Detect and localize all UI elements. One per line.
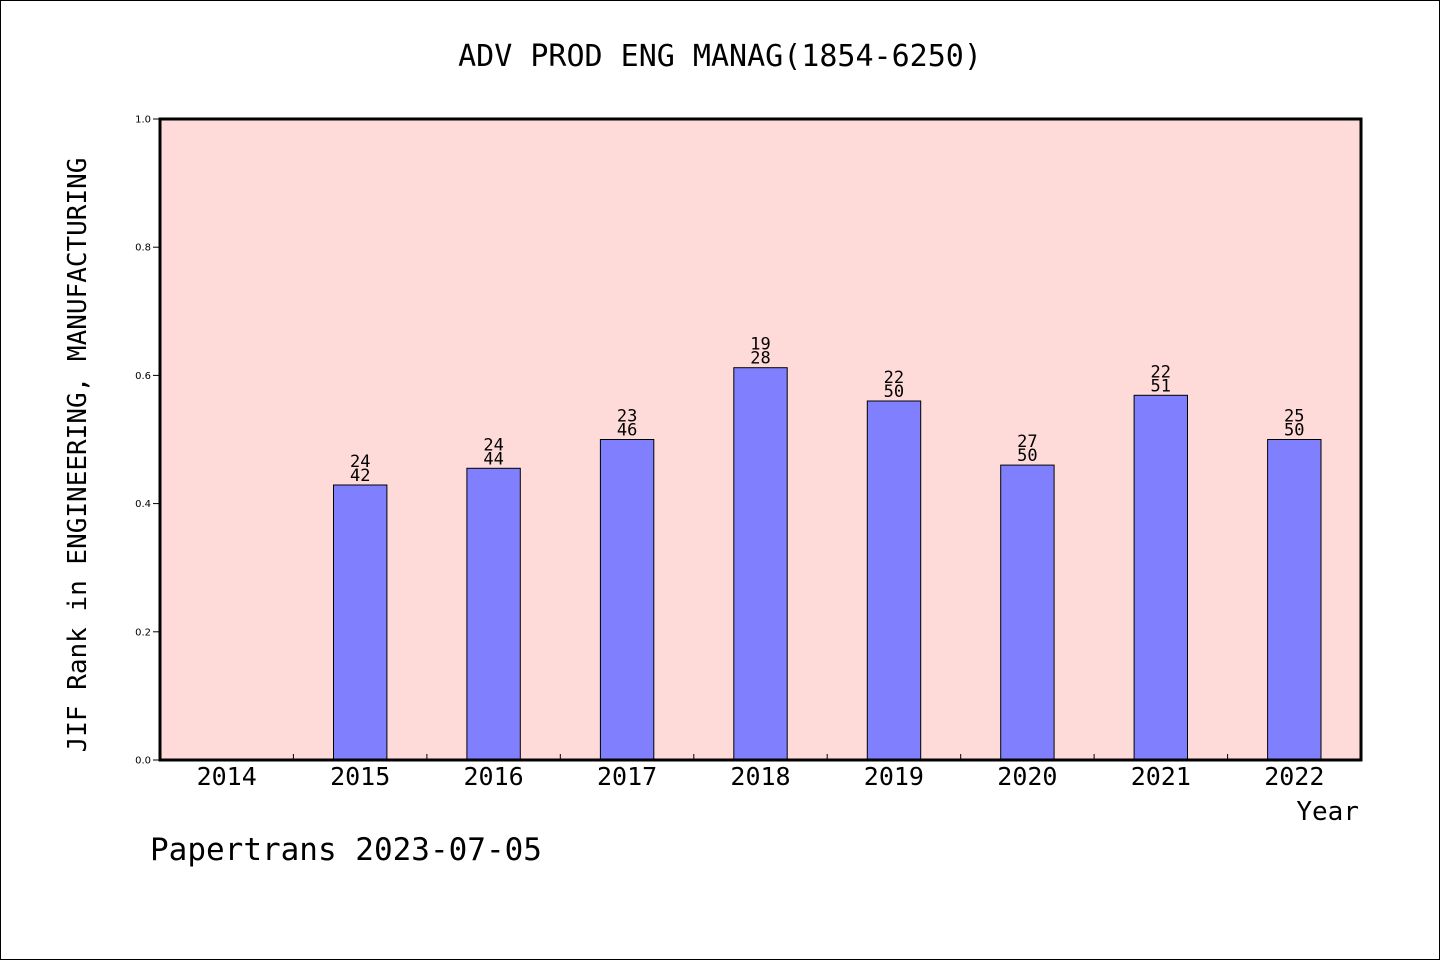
bar-label-total-2021: 51: [1151, 376, 1171, 396]
y-tick-label: 0.8: [135, 243, 151, 254]
bar-label-total-2018: 28: [750, 349, 770, 369]
x-axis-ticks: 2014 2015 2016 2017 2018 2019 2020 2021 2022: [197, 754, 1324, 791]
bar-2015: [333, 484, 388, 761]
bar-2021: [1133, 394, 1188, 761]
bar-label-total-2020: 50: [1017, 446, 1037, 466]
y-tick-label: 0.0: [135, 756, 151, 767]
bar-2020: [1000, 464, 1055, 761]
bar-2016: [466, 467, 521, 761]
bar-label-rank-2022: 25: [1284, 407, 1304, 427]
y-tick-label: 0.4: [135, 499, 151, 510]
bar-2018: [733, 367, 788, 761]
bar-label-rank-2021: 22: [1151, 362, 1171, 382]
bar-label-total-2022: 50: [1284, 421, 1304, 441]
y-axis-ticks: 0.0 0.2 0.4 0.6 0.8 1.0: [135, 115, 160, 767]
x-tick-label-2014: 2014: [197, 762, 257, 791]
footer-credit: Papertrans 2023-07-05: [150, 832, 542, 868]
x-tick-label-2020: 2020: [997, 762, 1057, 791]
x-tick-label-2022: 2022: [1264, 762, 1324, 791]
bar-label-total-2016: 44: [483, 449, 503, 469]
bar-label-rank-2015: 24: [350, 452, 370, 472]
x-tick-label-2016: 2016: [463, 762, 523, 791]
x-tick-label-2015: 2015: [330, 762, 390, 791]
bar-label-rank-2016: 24: [483, 435, 503, 455]
plot-border: [158, 117, 1363, 762]
x-tick-label-2019: 2019: [864, 762, 924, 791]
bar-label-rank-2019: 22: [884, 368, 904, 388]
bar-label-total-2017: 46: [617, 421, 637, 441]
bar-2022: [1267, 439, 1322, 761]
bar-2019: [866, 400, 922, 761]
y-tick-label: 1.0: [135, 115, 151, 126]
y-tick-label: 0.6: [135, 371, 151, 382]
bar-label-rank-2020: 27: [1017, 432, 1037, 452]
x-axis-label: Year: [1296, 797, 1359, 827]
bar-label-rank-2017: 23: [617, 407, 637, 427]
y-axis-label: JIF Rank in ENGINEERING, MANUFACTURING: [63, 158, 93, 753]
y-tick-label: 0.2: [135, 627, 151, 638]
x-tick-label-2017: 2017: [597, 762, 657, 791]
bar-label-total-2015: 42: [350, 466, 370, 486]
bars-layer: [333, 367, 1322, 761]
bar-2017: [599, 439, 655, 761]
chart-title: ADV PROD ENG MANAG(1854-6250): [458, 39, 982, 74]
x-tick-label-2018: 2018: [730, 762, 790, 791]
x-tick-label-2021: 2021: [1131, 762, 1191, 791]
bar-label-rank-2018: 19: [750, 335, 770, 355]
bar-label-total-2019: 50: [884, 382, 904, 402]
